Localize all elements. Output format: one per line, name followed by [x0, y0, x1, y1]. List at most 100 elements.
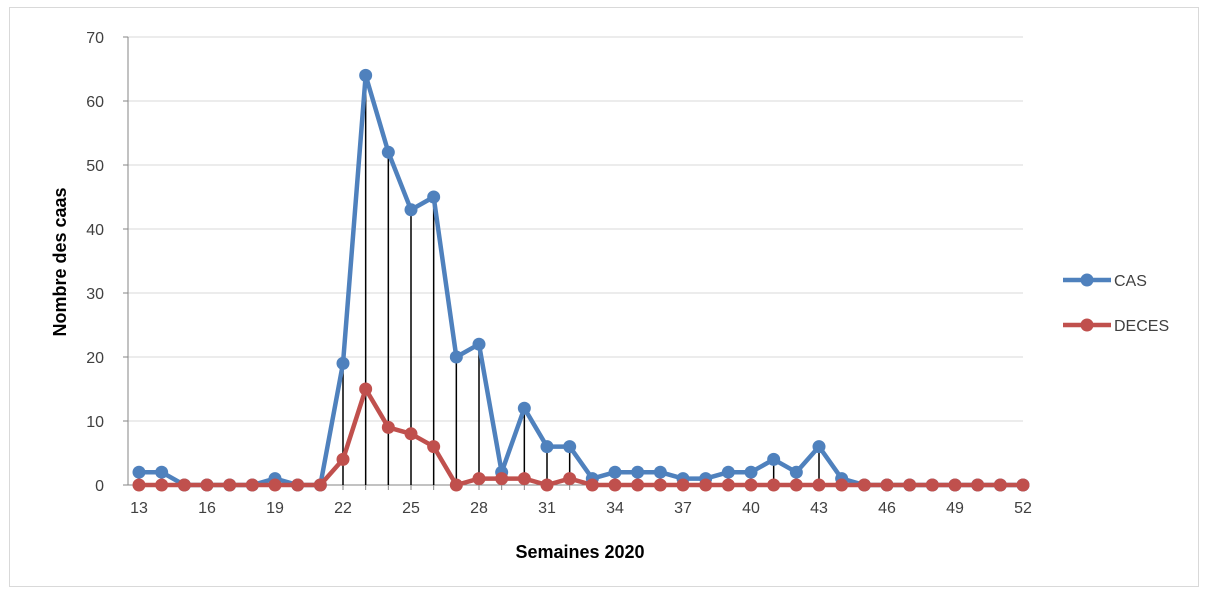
legend-marker [1080, 273, 1094, 287]
legend-marker [1080, 318, 1094, 332]
series-deces [132, 382, 1030, 492]
data-point [563, 440, 577, 454]
data-point [721, 478, 735, 492]
data-point [359, 382, 373, 396]
data-point [721, 465, 735, 479]
data-point [449, 478, 463, 492]
data-point [517, 472, 531, 486]
y-tick-label: 40 [86, 222, 104, 239]
y-axis-title: Nombre des caas [50, 187, 70, 336]
data-point [789, 465, 803, 479]
data-point [789, 478, 803, 492]
data-point [449, 350, 463, 364]
data-point [653, 465, 667, 479]
data-point [223, 478, 237, 492]
gridlines [128, 36, 1023, 422]
x-tick-label: 28 [470, 500, 488, 517]
data-point [880, 478, 894, 492]
data-point [472, 472, 486, 486]
data-point [132, 478, 146, 492]
data-point [608, 465, 622, 479]
y-tick-label: 60 [86, 94, 104, 111]
axes [123, 36, 1024, 490]
x-tick-label: 25 [402, 500, 420, 517]
data-point [993, 478, 1007, 492]
legend-item-cas: CAS [1063, 273, 1147, 290]
data-point [359, 68, 373, 82]
y-tick-label: 30 [86, 286, 104, 303]
data-point [404, 427, 418, 441]
data-point [744, 465, 758, 479]
data-point [540, 478, 554, 492]
x-tick-label: 46 [878, 500, 896, 517]
y-tick-label: 20 [86, 350, 104, 367]
data-point [155, 478, 169, 492]
legend-label: DECES [1114, 318, 1169, 335]
y-tick-labels: 0 10 20 30 40 50 60 70 [86, 30, 104, 495]
data-point [812, 478, 826, 492]
data-point [903, 478, 917, 492]
x-tick-label: 40 [742, 500, 760, 517]
data-point [517, 401, 531, 415]
y-tick-label: 0 [95, 478, 104, 495]
series-line-deces [139, 386, 1023, 488]
legend: CAS DECES [1063, 273, 1169, 335]
data-point [200, 478, 214, 492]
x-tick-label: 49 [946, 500, 964, 517]
data-point [381, 420, 395, 434]
data-point [404, 203, 418, 217]
data-point [495, 472, 509, 486]
data-point [1016, 478, 1030, 492]
data-point [971, 478, 985, 492]
data-point [608, 478, 622, 492]
data-point [155, 465, 169, 479]
x-axis-title: Semaines 2020 [515, 542, 644, 562]
data-point [563, 472, 577, 486]
x-tick-label: 13 [130, 500, 148, 517]
x-tick-label: 16 [198, 500, 216, 517]
drop-lines [138, 75, 843, 485]
data-point [177, 478, 191, 492]
data-point [948, 478, 962, 492]
data-point [857, 478, 871, 492]
x-tick-label: 31 [538, 500, 556, 517]
data-point [336, 452, 350, 466]
data-point [585, 478, 599, 492]
legend-item-deces: DECES [1063, 318, 1169, 335]
data-point [291, 478, 305, 492]
y-tick-label: 70 [86, 30, 104, 47]
data-point [427, 440, 441, 454]
data-point [631, 478, 645, 492]
data-point [676, 478, 690, 492]
data-point [653, 478, 667, 492]
data-point [925, 478, 939, 492]
data-point [835, 478, 849, 492]
data-point [381, 145, 395, 159]
data-point [245, 478, 259, 492]
x-tick-label: 43 [810, 500, 828, 517]
data-point [268, 478, 282, 492]
data-point [313, 478, 327, 492]
series-layer [132, 68, 1030, 492]
x-tick-label: 19 [266, 500, 284, 517]
data-point [631, 465, 645, 479]
data-point [540, 440, 554, 454]
series-line-cas [139, 73, 1023, 488]
data-point [812, 440, 826, 454]
series-cas [132, 68, 1030, 492]
x-tick-labels: 13 16 19 22 25 28 31 34 37 40 43 46 49 52 [130, 500, 1032, 517]
x-tick-label: 52 [1014, 500, 1032, 517]
legend-label: CAS [1114, 273, 1147, 290]
data-point [699, 478, 713, 492]
y-tick-label: 50 [86, 158, 104, 175]
data-point [427, 190, 441, 204]
y-tick-label: 10 [86, 414, 104, 431]
x-tick-label: 37 [674, 500, 692, 517]
data-point [132, 465, 146, 479]
data-point [336, 356, 350, 370]
data-point [767, 478, 781, 492]
x-tick-label: 34 [606, 500, 624, 517]
data-point [744, 478, 758, 492]
x-tick-label: 22 [334, 500, 352, 517]
